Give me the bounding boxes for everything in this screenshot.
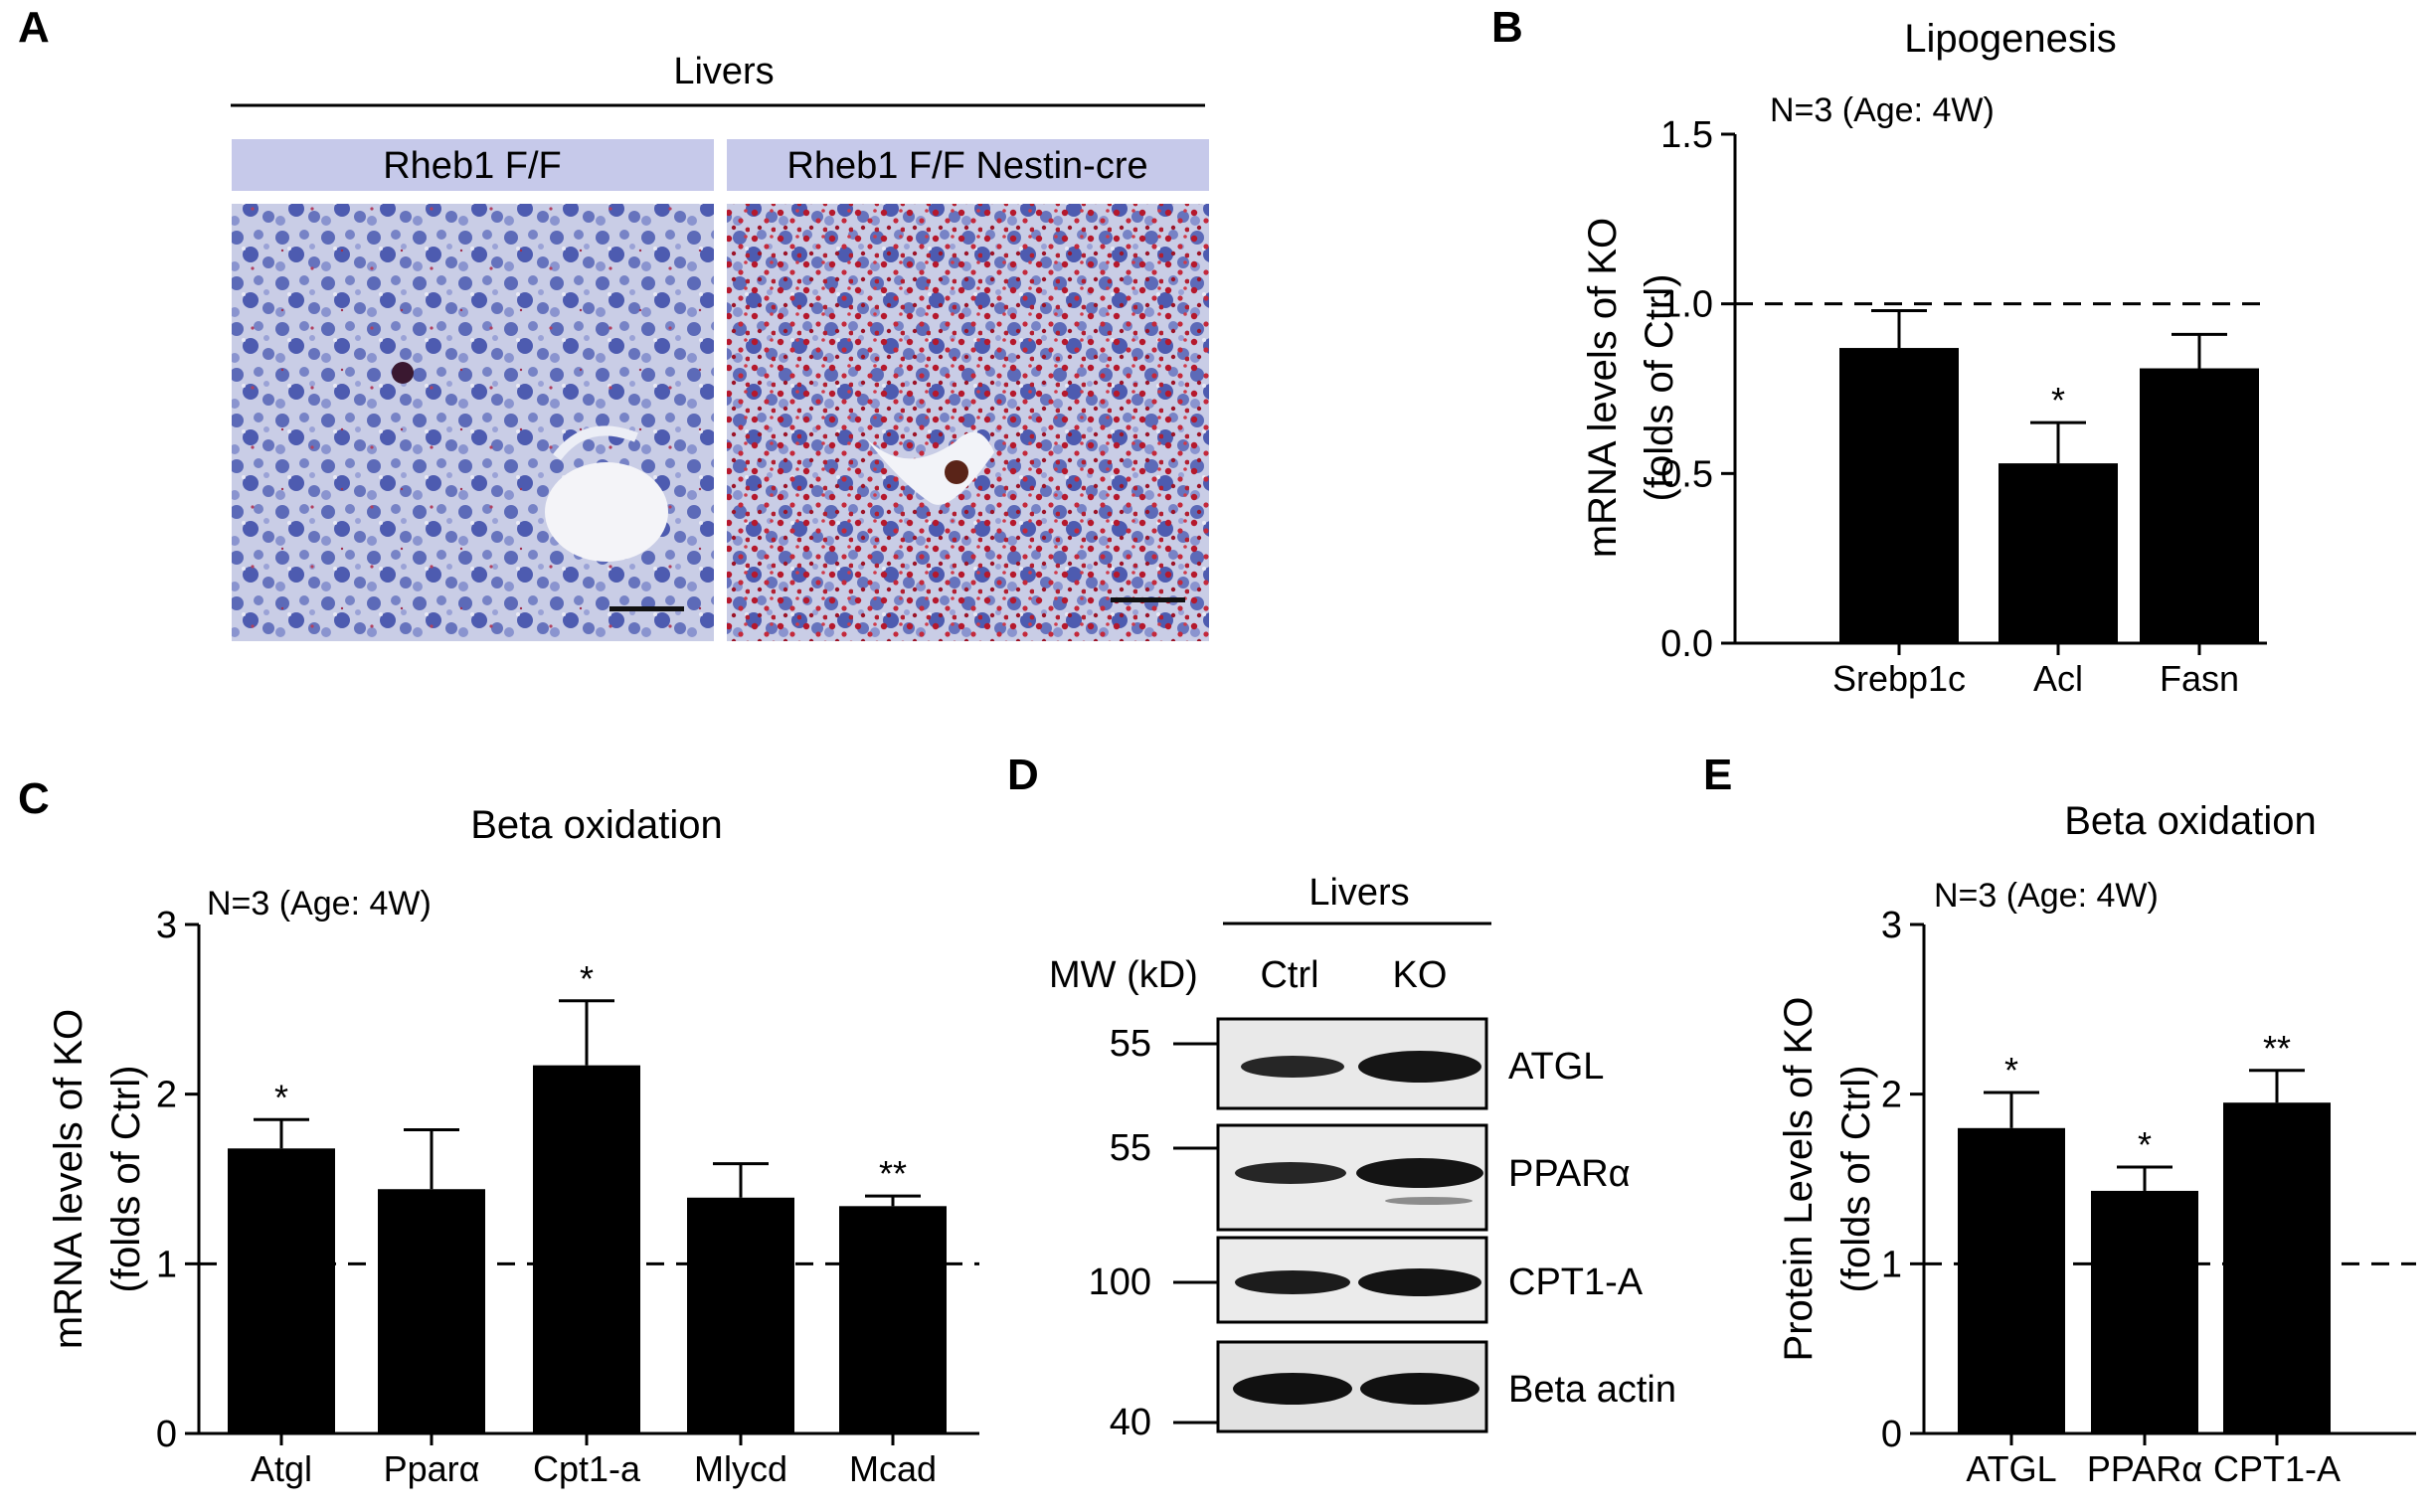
histology-image-left — [232, 204, 714, 641]
histology-image-right — [727, 204, 1209, 641]
chart-c-x-tick-label-3: Mlycd — [694, 1448, 787, 1489]
panel-letter-e: E — [1703, 751, 1732, 799]
chart-e-bar-1 — [2091, 1190, 2198, 1433]
panel-a: Livers Rheb1 F/F Rheb1 F/F Nestin-cre — [231, 51, 1209, 641]
lane-label-ko: KO — [1393, 954, 1448, 996]
chart-b-bar-2 — [2140, 368, 2259, 643]
chart-panel-b: Lipogenesis N=3 (Age: 4W) mRNA levels of K… — [1581, 17, 2267, 699]
panel-letter-d: D — [1007, 751, 1039, 799]
panel-a-left-label: Rheb1 F/F — [383, 145, 562, 187]
chart-c-title: Beta oxidation — [470, 803, 723, 847]
protein-label-cpt1a: CPT1-A — [1508, 1261, 1644, 1303]
chart-panel-e: Beta oxidation N=3 (Age: 4W) Protein Level… — [1777, 799, 2416, 1489]
chart-e-bar-0 — [1958, 1127, 2065, 1433]
chart-e-annotation: N=3 (Age: 4W) — [1934, 877, 2159, 915]
chart-e-y-tick-label: 2 — [1881, 1075, 1902, 1116]
chart-b-y-tick-label: 1.5 — [1660, 114, 1713, 156]
panel-letter-a: A — [18, 3, 50, 52]
chart-b-x-tick-label-1: Acl — [2033, 658, 2083, 699]
chart-e-x-tick-label-0: ATGL — [1966, 1448, 2056, 1489]
chart-b-ylabel-line1: mRNA levels of KO — [1581, 218, 1625, 558]
chart-c-x-tick-label-1: Pparα — [384, 1448, 480, 1489]
chart-c-ylabel-line2: (folds of Ctrl) — [104, 1066, 148, 1293]
chart-c-bar-1 — [378, 1189, 485, 1433]
protein-label-atgl: ATGL — [1508, 1046, 1604, 1088]
chart-c-bar-4 — [839, 1206, 947, 1433]
blot-strip-cpt1a — [1216, 1236, 1488, 1324]
chart-c-significance-4: ** — [879, 1153, 907, 1194]
chart-c-bar-2 — [533, 1065, 640, 1433]
chart-c-x-tick-label-0: Atgl — [251, 1448, 312, 1489]
chart-panel-c: Beta oxidation N=3 (Age: 4W) mRNA levels o… — [47, 803, 979, 1489]
chart-e-significance-0: * — [2004, 1050, 2018, 1091]
panel-d-header: Livers — [1308, 872, 1409, 914]
chart-b-bar-0 — [1839, 348, 1959, 643]
chart-c-bar-3 — [687, 1197, 794, 1433]
chart-b-significance-1: * — [2051, 380, 2065, 420]
panel-a-header: Livers — [673, 51, 774, 92]
panel-a-left-label-box — [232, 139, 714, 191]
mw-value-2: 55 — [1110, 1127, 1151, 1169]
chart-e-ylabel-line1: Protein Levels of KO — [1777, 997, 1821, 1362]
chart-e-y-tick-label: 1 — [1881, 1244, 1902, 1285]
chart-c-significance-2: * — [580, 958, 594, 999]
chart-e-title: Beta oxidation — [2064, 799, 2317, 843]
protein-label-beta-actin: Beta actin — [1508, 1369, 1676, 1411]
panel-letter-b: B — [1491, 3, 1523, 52]
lane-label-ctrl: Ctrl — [1260, 954, 1318, 996]
chart-e-ylabel-line2: (folds of Ctrl) — [1834, 1066, 1878, 1293]
chart-c-x-tick-label-2: Cpt1-a — [533, 1448, 641, 1489]
chart-c-annotation: N=3 (Age: 4W) — [207, 885, 432, 923]
chart-c-bar-0 — [228, 1148, 335, 1433]
protein-label-ppara: PPARα — [1508, 1153, 1631, 1195]
chart-c-ylabel-line1: mRNA levels of KO — [47, 1009, 90, 1349]
panel-letter-c: C — [18, 774, 50, 823]
chart-b-bar-1 — [1999, 463, 2118, 643]
chart-e-y-tick-label: 3 — [1881, 905, 1902, 946]
chart-c-significance-0: * — [274, 1077, 288, 1117]
chart-e-significance-1: * — [2138, 1124, 2152, 1165]
blot-strip-ppara — [1216, 1123, 1488, 1232]
mw-value-3: 100 — [1089, 1261, 1151, 1303]
chart-c-y-tick-label: 2 — [156, 1075, 177, 1116]
chart-c-y-tick-label: 3 — [156, 905, 177, 946]
panel-letters: A B C D E — [18, 3, 1732, 823]
panel-a-right-label-box — [727, 139, 1209, 191]
chart-c-y-tick-label: 1 — [156, 1244, 177, 1285]
chart-c-x-tick-label-4: Mcad — [849, 1448, 937, 1489]
chart-e-y-tick-label: 0 — [1881, 1414, 1902, 1455]
panel-a-right-label: Rheb1 F/F Nestin-cre — [786, 145, 1147, 187]
chart-e-significance-2: ** — [2263, 1028, 2291, 1069]
chart-b-y-tick-label: 1.0 — [1660, 284, 1713, 326]
panel-d: Livers MW (kD) Ctrl KO 55 5 — [1049, 872, 1676, 1443]
chart-b-x-tick-label-0: Srebp1c — [1832, 658, 1966, 699]
chart-b-x-tick-label-2: Fasn — [2160, 658, 2239, 699]
chart-b-ylabel-line2: (folds of Ctrl) — [1638, 274, 1681, 502]
chart-e-bar-2 — [2223, 1102, 2331, 1433]
chart-b-title: Lipogenesis — [1904, 17, 2117, 61]
mw-value-4: 40 — [1110, 1402, 1151, 1443]
blot-strip-atgl — [1216, 1017, 1488, 1110]
chart-b-y-tick-label: 0.5 — [1660, 453, 1713, 495]
mw-label: MW (kD) — [1049, 954, 1198, 996]
chart-e-x-tick-label-2: CPT1-A — [2213, 1448, 2341, 1489]
chart-e-x-tick-label-1: PPARα — [2087, 1448, 2202, 1489]
chart-c-y-tick-label: 0 — [156, 1414, 177, 1455]
mw-value-1: 55 — [1110, 1023, 1151, 1065]
blot-strip-beta-actin — [1216, 1340, 1488, 1433]
chart-b-y-tick-label: 0.0 — [1660, 623, 1713, 665]
chart-b-annotation: N=3 (Age: 4W) — [1770, 91, 1995, 129]
